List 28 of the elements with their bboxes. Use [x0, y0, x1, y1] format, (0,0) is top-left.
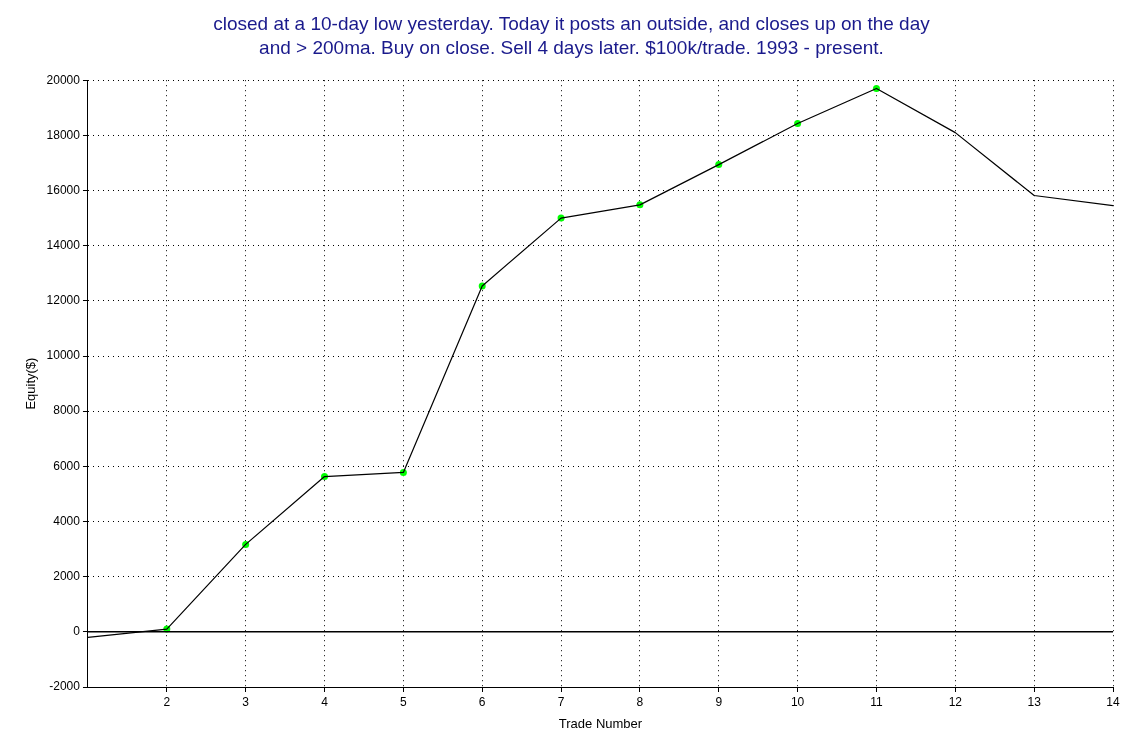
x-tick-label: 12: [948, 694, 963, 709]
y-tick-label: 20000: [46, 72, 81, 87]
y-tick-label: 16000: [46, 182, 81, 197]
y-tick-label: 4000: [53, 513, 81, 528]
y-tick-label: 12000: [46, 293, 81, 308]
x-axis-title: Trade Number: [558, 715, 643, 731]
x-tick-label: 2: [163, 694, 171, 709]
x-tick-label: 3: [242, 694, 250, 709]
x-tick-label: 11: [870, 694, 883, 709]
x-tick-label: 7: [557, 694, 565, 709]
y-tick-label: 0: [73, 624, 81, 639]
x-tick-label: 13: [1027, 694, 1042, 709]
chart-title: closed at a 10-day low yesterday. Today it posts an outside, and closes up on the day and > 200ma. Buy on close. Sell 4 days later. $100k/trade. 1993 - present.: [212, 12, 931, 60]
y-tick-label: 14000: [46, 238, 81, 252]
y-tick-label: -2000: [49, 679, 81, 694]
y-axis-title: Equity($): [23, 357, 39, 410]
y-tick-label: 2000: [53, 568, 81, 583]
y-tick-label: 18000: [46, 127, 81, 142]
y-tick-label: 8000: [53, 403, 81, 418]
y-tick-label: 6000: [53, 458, 81, 473]
x-tick-label: 14: [1106, 694, 1120, 709]
y-tick-label: 10000: [46, 348, 81, 363]
x-tick-label: 8: [636, 694, 644, 709]
x-tick-label: 9: [715, 694, 723, 709]
x-tick-label: 4: [321, 694, 329, 709]
x-tick-label: 6: [478, 694, 486, 709]
x-tick-label: 5: [400, 694, 408, 709]
x-tick-label: 10: [790, 694, 805, 709]
